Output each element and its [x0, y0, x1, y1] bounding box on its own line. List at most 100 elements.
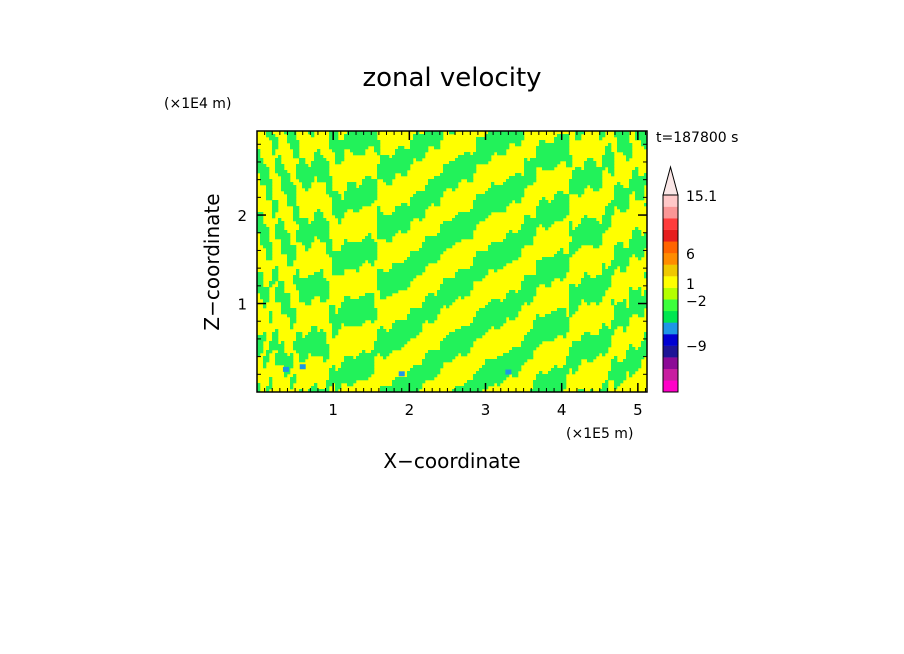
- field-cell: [530, 329, 570, 333]
- y-axis-label: Z−coordinate: [200, 193, 224, 330]
- field-cell: [554, 194, 570, 198]
- field-cell: [332, 260, 366, 264]
- field-cell: [296, 335, 303, 339]
- field-cell: [425, 131, 444, 135]
- field-cell: [554, 365, 558, 369]
- field-cell: [299, 161, 306, 165]
- field-cell: [518, 230, 537, 234]
- field-cell: [392, 326, 423, 330]
- field-cell: [428, 320, 435, 324]
- field-cell: [440, 347, 471, 351]
- field-cell: [611, 323, 630, 327]
- field-cell: [524, 221, 555, 225]
- field-cell: [425, 185, 459, 189]
- field-cell: [524, 173, 537, 177]
- field-cell: [257, 224, 267, 228]
- field-cell: [281, 311, 297, 315]
- field-cell: [497, 152, 507, 156]
- field-cell: [524, 218, 564, 222]
- field-cell: [377, 284, 411, 288]
- field-cell: [473, 320, 507, 324]
- field-cell: [425, 353, 459, 357]
- field-cell: [281, 176, 291, 180]
- field-cell: [377, 269, 384, 273]
- field-cell: [614, 188, 645, 192]
- field-cell: [608, 266, 618, 270]
- field-cell: [419, 218, 423, 222]
- field-cell: [437, 290, 471, 294]
- field-cell: [326, 188, 333, 192]
- field-cell: [536, 266, 570, 270]
- field-cell: [299, 296, 315, 300]
- field-strong-cell: [398, 371, 405, 377]
- field-cell: [269, 341, 279, 345]
- field-cell: [581, 278, 612, 282]
- field-cell: [476, 314, 519, 318]
- field-cell: [344, 239, 348, 243]
- field-cell: [317, 236, 330, 240]
- field-cell: [377, 272, 423, 276]
- field-cell: [557, 251, 564, 255]
- field-cell: [257, 230, 270, 234]
- field-cell: [371, 350, 393, 354]
- field-cell: [614, 257, 630, 261]
- field-cell: [377, 335, 417, 339]
- field-cell: [536, 212, 570, 216]
- field-cell: [275, 233, 291, 237]
- field-cell: [440, 341, 474, 345]
- field-cell: [440, 173, 474, 177]
- field-cell: [422, 302, 453, 306]
- field-cell: [611, 263, 630, 267]
- field-cell: [548, 371, 570, 375]
- field-cell: [614, 305, 627, 309]
- x-tick-label: 1: [328, 401, 338, 419]
- field-cell: [299, 224, 330, 228]
- field-cell: [569, 233, 603, 237]
- field-cell: [332, 212, 345, 216]
- field-cell: [323, 359, 327, 363]
- field-cell: [473, 152, 495, 156]
- field-cell: [557, 134, 570, 138]
- field-cell: [278, 281, 285, 285]
- field-cell: [272, 215, 276, 219]
- field-cell: [644, 146, 647, 150]
- field-cell: [536, 317, 570, 321]
- field-cell: [470, 266, 504, 270]
- field-cell: [542, 197, 546, 201]
- field-cell: [290, 380, 297, 384]
- field-cell: [377, 176, 396, 180]
- field-cell: [257, 344, 264, 348]
- field-cell: [632, 233, 642, 237]
- field-cell: [542, 257, 570, 261]
- field-cell: [374, 347, 402, 351]
- field-cell: [293, 152, 300, 156]
- field-cell: [257, 161, 264, 165]
- field-cell: [629, 371, 636, 375]
- field-cell: [578, 284, 612, 288]
- field-cell: [329, 320, 366, 324]
- field-cell: [506, 293, 537, 297]
- field-cell: [302, 182, 312, 186]
- field-cell: [260, 179, 273, 183]
- field-cell: [449, 332, 486, 336]
- field-cell: [326, 185, 333, 189]
- field-cell: [611, 200, 630, 204]
- field-cell: [524, 164, 558, 168]
- field-cell: [440, 230, 474, 234]
- field-cell: [299, 353, 309, 357]
- field-cell: [464, 383, 495, 387]
- field-cell: [275, 296, 291, 300]
- field-cell: [314, 158, 327, 162]
- field-cell: [377, 164, 411, 168]
- field-cell: [569, 245, 582, 249]
- field-cell: [539, 143, 570, 147]
- colorbar-swatch: [663, 252, 678, 265]
- field-cell: [272, 278, 279, 282]
- field-cell: [329, 254, 378, 258]
- field-cell: [260, 296, 270, 300]
- field-cell: [488, 302, 525, 306]
- field-cell: [266, 185, 273, 189]
- field-cell: [290, 143, 300, 147]
- field-cell: [542, 224, 552, 228]
- field-cell: [473, 377, 507, 381]
